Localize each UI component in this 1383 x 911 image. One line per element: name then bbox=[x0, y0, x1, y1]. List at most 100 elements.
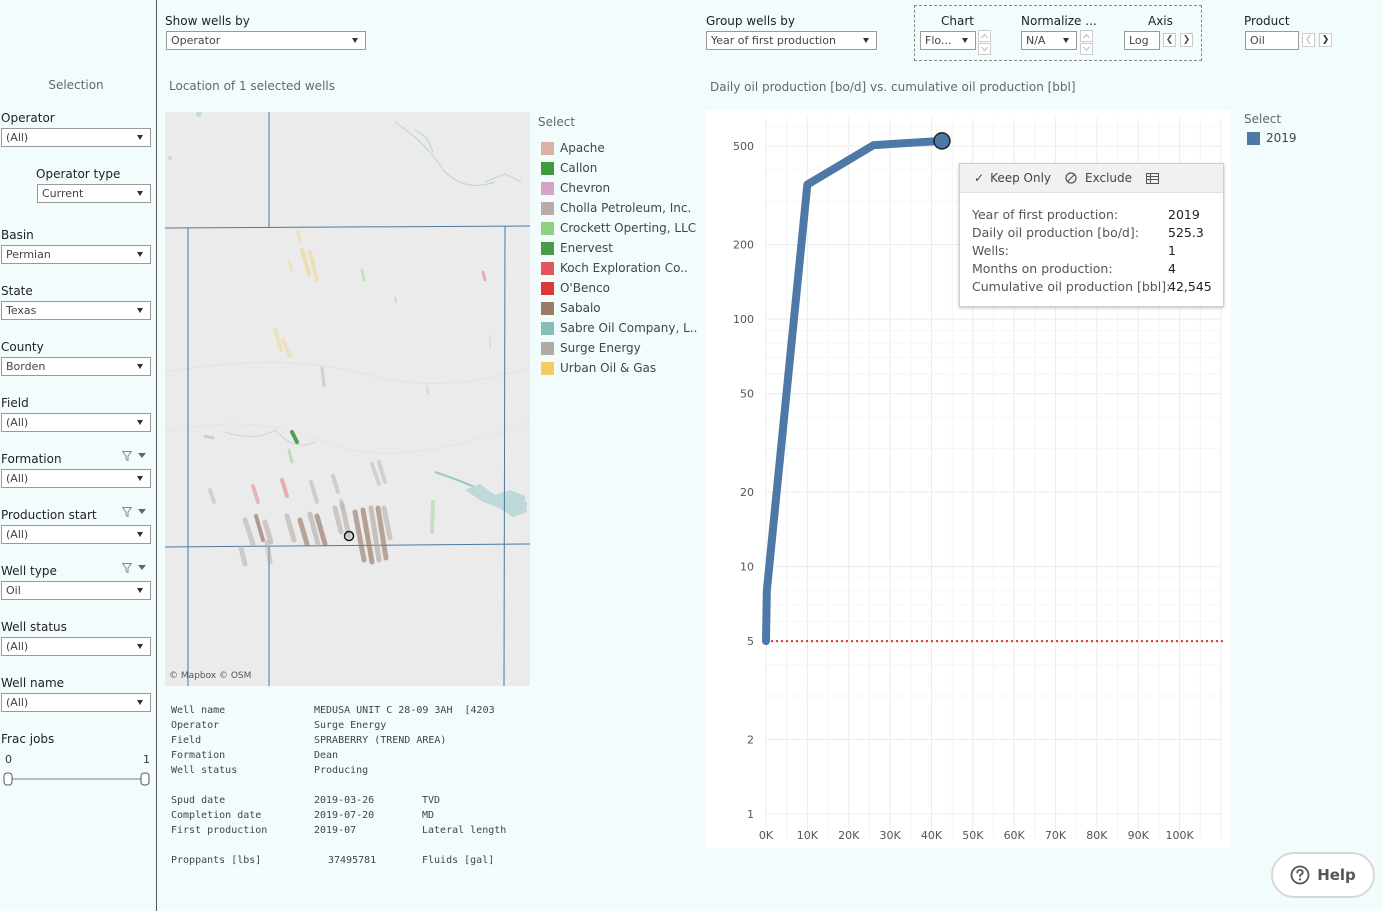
legend-label: Sabre Oil Company, L.. bbox=[560, 321, 698, 335]
operator-type-value: Current bbox=[42, 187, 84, 200]
legend-swatch bbox=[541, 281, 554, 295]
legend-swatch bbox=[541, 241, 554, 255]
y-tick-label: 2 bbox=[747, 734, 754, 747]
year-legend-title: Select bbox=[1244, 112, 1282, 126]
proppants-key: Proppants [lbs] bbox=[171, 855, 262, 866]
frac-jobs-max: 1 bbox=[143, 753, 150, 766]
x-tick-label: 20K bbox=[838, 829, 860, 842]
legend-item-sabre[interactable]: Sabre Oil Company, L.. bbox=[541, 320, 697, 336]
filter-menu-icon[interactable] bbox=[138, 565, 146, 571]
operator-type-dropdown[interactable]: Current bbox=[37, 184, 151, 203]
x-tick-label: 80K bbox=[1086, 829, 1108, 842]
county-filter-label: County bbox=[1, 340, 44, 354]
keep-only-button[interactable]: Keep Only bbox=[990, 171, 1052, 185]
chevron-down-icon bbox=[137, 532, 143, 537]
field-key: Field bbox=[171, 735, 202, 746]
legend-item-crockett[interactable]: Crockett Operting, LLC bbox=[541, 220, 696, 236]
axis-label: Axis bbox=[1148, 14, 1173, 28]
well-name-dropdown[interactable]: (All) bbox=[1, 693, 151, 712]
map-attribution: © Mapbox © OSM bbox=[169, 671, 252, 681]
product-label: Product bbox=[1244, 14, 1290, 28]
legend-item-obenco[interactable]: O'Benco bbox=[541, 280, 610, 296]
basin-filter-value: Permian bbox=[6, 248, 51, 261]
operator-filter-label: Operator bbox=[1, 111, 55, 125]
legend-item-callon[interactable]: Callon bbox=[541, 160, 597, 176]
legend-item-surge[interactable]: Surge Energy bbox=[541, 340, 641, 356]
chevron-down-icon bbox=[137, 588, 143, 593]
legend-swatch bbox=[541, 301, 554, 315]
tooltip-label: Year of first production: bbox=[972, 207, 1119, 222]
help-button[interactable]: Help bbox=[1271, 852, 1375, 898]
chevron-down-icon bbox=[863, 38, 869, 43]
well-type-dropdown[interactable]: Oil bbox=[1, 581, 151, 600]
highlighted-data-point bbox=[933, 132, 951, 150]
basin-filter-dropdown[interactable]: Permian bbox=[1, 245, 151, 264]
frac-jobs-min: 0 bbox=[5, 753, 12, 766]
production-start-dropdown[interactable]: (All) bbox=[1, 525, 151, 544]
normalize-stepper[interactable] bbox=[1080, 30, 1093, 55]
well-status-dropdown[interactable]: (All) bbox=[1, 637, 151, 656]
legend-item-chevron[interactable]: Chevron bbox=[541, 180, 610, 196]
filter-menu-icon[interactable] bbox=[138, 453, 146, 459]
normalize-dropdown[interactable]: N/A bbox=[1021, 31, 1077, 50]
normalize-value: N/A bbox=[1026, 34, 1046, 47]
axis-scale-field[interactable]: Log bbox=[1124, 31, 1160, 50]
y-tick-label: 50 bbox=[740, 388, 754, 401]
operator-filter-dropdown[interactable]: (All) bbox=[1, 128, 151, 147]
x-tick-label: 100K bbox=[1166, 829, 1195, 842]
operator-filter-value: (All) bbox=[6, 131, 29, 144]
field-filter-value: (All) bbox=[6, 416, 29, 429]
axis-next-button[interactable]: ❯ bbox=[1180, 33, 1193, 47]
chevron-down-icon bbox=[137, 308, 143, 313]
group-wells-by-dropdown[interactable]: Year of first production bbox=[706, 31, 877, 50]
axis-prev-button[interactable]: ❮ bbox=[1163, 33, 1176, 47]
x-tick-label: 30K bbox=[879, 829, 901, 842]
tooltip-value: 4 bbox=[1168, 261, 1176, 276]
product-next-button[interactable]: ❯ bbox=[1319, 33, 1332, 47]
completion-key: Completion date bbox=[171, 810, 262, 821]
legend-item-enervest[interactable]: Enervest bbox=[541, 240, 613, 256]
year-legend-item[interactable]: 2019 bbox=[1247, 131, 1297, 145]
filter-menu-icon[interactable] bbox=[138, 509, 146, 515]
legend-item-urban[interactable]: Urban Oil & Gas bbox=[541, 360, 656, 376]
legend-item-apache[interactable]: Apache bbox=[541, 140, 605, 156]
product-prev-button[interactable]: ❮ bbox=[1302, 33, 1315, 47]
formation-filter-dropdown[interactable]: (All) bbox=[1, 469, 151, 488]
legend-item-sabalo[interactable]: Sabalo bbox=[541, 300, 601, 316]
well-name-value: (All) bbox=[6, 696, 29, 709]
show-wells-by-dropdown[interactable]: Operator bbox=[166, 31, 366, 50]
operator-legend-title: Select bbox=[538, 115, 576, 129]
checkmark-icon: ✓ bbox=[974, 171, 985, 185]
basin-filter-label: Basin bbox=[1, 228, 34, 242]
x-tick-label: 70K bbox=[1045, 829, 1067, 842]
county-filter-dropdown[interactable]: Borden bbox=[1, 357, 151, 376]
exclude-button[interactable]: Exclude bbox=[1085, 171, 1133, 185]
product-field[interactable]: Oil bbox=[1245, 31, 1299, 50]
group-wells-by-value: Year of first production bbox=[711, 34, 836, 47]
tooltip-value: 2019 bbox=[1168, 207, 1200, 222]
chevron-down-icon bbox=[1063, 38, 1069, 43]
normalize-label: Normalize ... bbox=[1021, 14, 1097, 28]
field-filter-dropdown[interactable]: (All) bbox=[1, 413, 151, 432]
production-start-value: (All) bbox=[6, 528, 29, 541]
frac-jobs-label: Frac jobs bbox=[1, 732, 55, 746]
well-type-label: Well type bbox=[1, 564, 57, 578]
filter-funnel-icon[interactable] bbox=[122, 507, 132, 517]
filter-funnel-icon[interactable] bbox=[122, 563, 132, 573]
view-data-icon[interactable] bbox=[1146, 172, 1160, 184]
chart-type-dropdown[interactable]: Flo... bbox=[920, 31, 976, 50]
well-location-map[interactable]: © Mapbox © OSM bbox=[165, 112, 530, 686]
frac-jobs-slider[interactable] bbox=[3, 771, 153, 787]
help-label: Help bbox=[1317, 866, 1356, 884]
group-wells-by-label: Group wells by bbox=[706, 14, 795, 28]
legend-item-koch[interactable]: Koch Exploration Co.. bbox=[541, 260, 688, 276]
legend-item-cholla[interactable]: Cholla Petroleum, Inc. bbox=[541, 200, 691, 216]
chart-type-stepper[interactable] bbox=[978, 30, 991, 55]
spud-val: 2019-03-26 bbox=[314, 795, 375, 806]
fluids-key: Fluids [gal] bbox=[422, 855, 495, 866]
state-filter-dropdown[interactable]: Texas bbox=[1, 301, 151, 320]
series-2019-line bbox=[762, 136, 946, 646]
show-wells-by-value: Operator bbox=[171, 34, 221, 47]
well-status-value: (All) bbox=[6, 640, 29, 653]
filter-funnel-icon[interactable] bbox=[122, 451, 132, 461]
